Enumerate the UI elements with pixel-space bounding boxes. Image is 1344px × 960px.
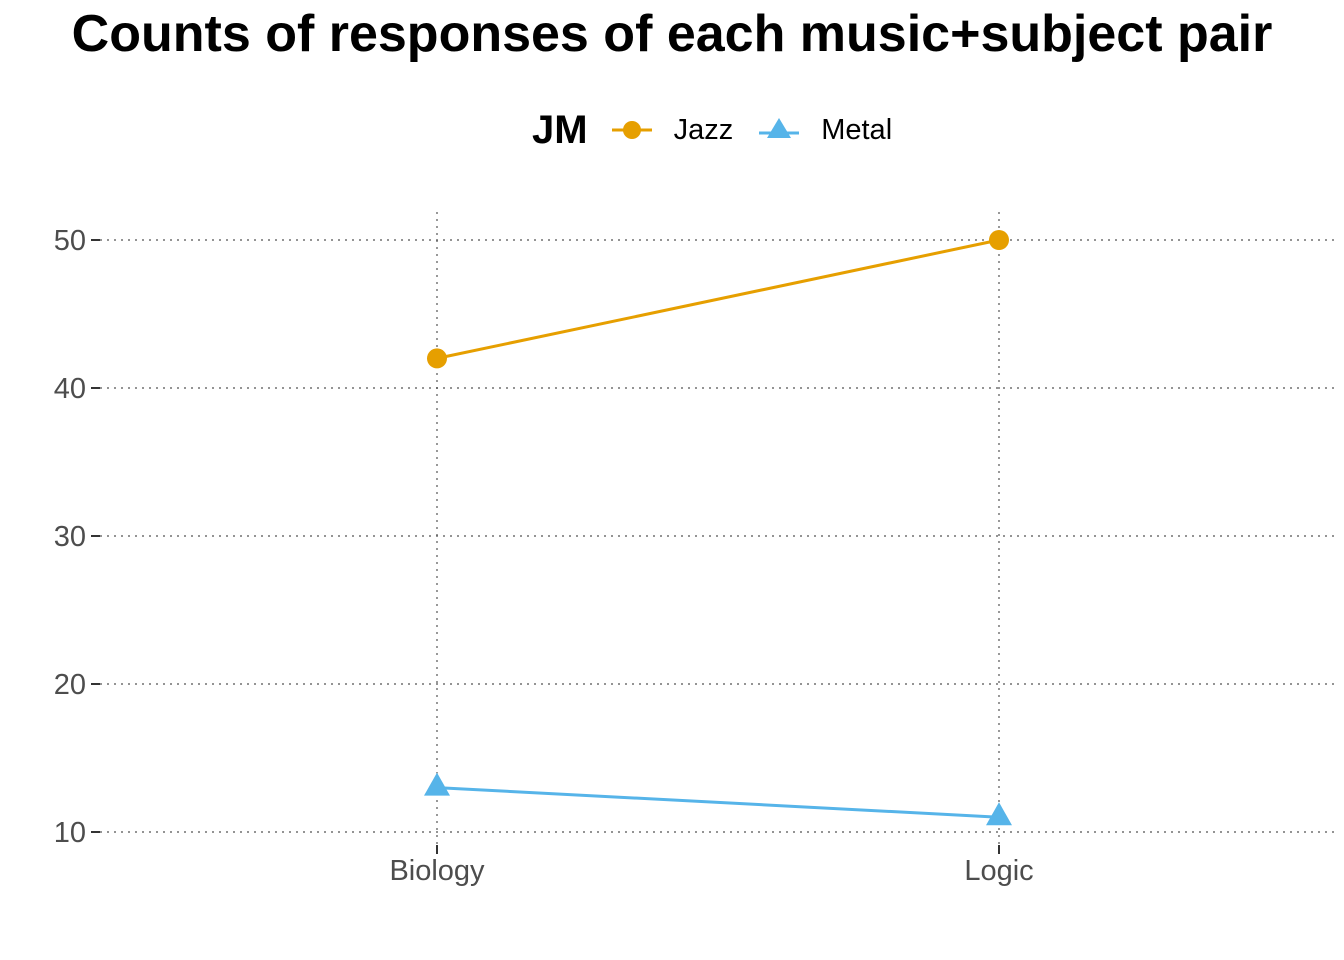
legend-item-metal: Metal bbox=[759, 114, 892, 147]
y-tick-label-30: 30 bbox=[54, 521, 86, 553]
data-point-jazz-logic bbox=[989, 230, 1009, 250]
y-tick-label-50: 50 bbox=[54, 225, 86, 257]
series-line-metal bbox=[436, 786, 1000, 819]
legend-label-jazz: Jazz bbox=[673, 113, 734, 146]
x-tick-label-logic: Logic bbox=[964, 855, 1033, 887]
series-line-jazz bbox=[436, 238, 1000, 360]
data-point-jazz-biology bbox=[427, 348, 447, 369]
y-tick-label-20: 20 bbox=[54, 669, 86, 701]
y-tick-label-40: 40 bbox=[54, 373, 86, 405]
legend-title: JM bbox=[532, 107, 588, 152]
triangle-icon bbox=[759, 118, 800, 138]
x-tick-label-biology: Biology bbox=[389, 855, 485, 887]
legend: JM Jazz Metal bbox=[532, 104, 918, 156]
data-point-metal-biology bbox=[424, 772, 450, 796]
y-tick-label-10: 10 bbox=[54, 817, 86, 849]
chart-title: Counts of responses of each music+subjec… bbox=[71, 5, 1273, 63]
circle-icon bbox=[611, 121, 652, 139]
data-point-metal-logic bbox=[986, 802, 1012, 826]
legend-item-jazz: Jazz bbox=[611, 113, 734, 147]
legend-label-metal: Metal bbox=[821, 113, 893, 146]
